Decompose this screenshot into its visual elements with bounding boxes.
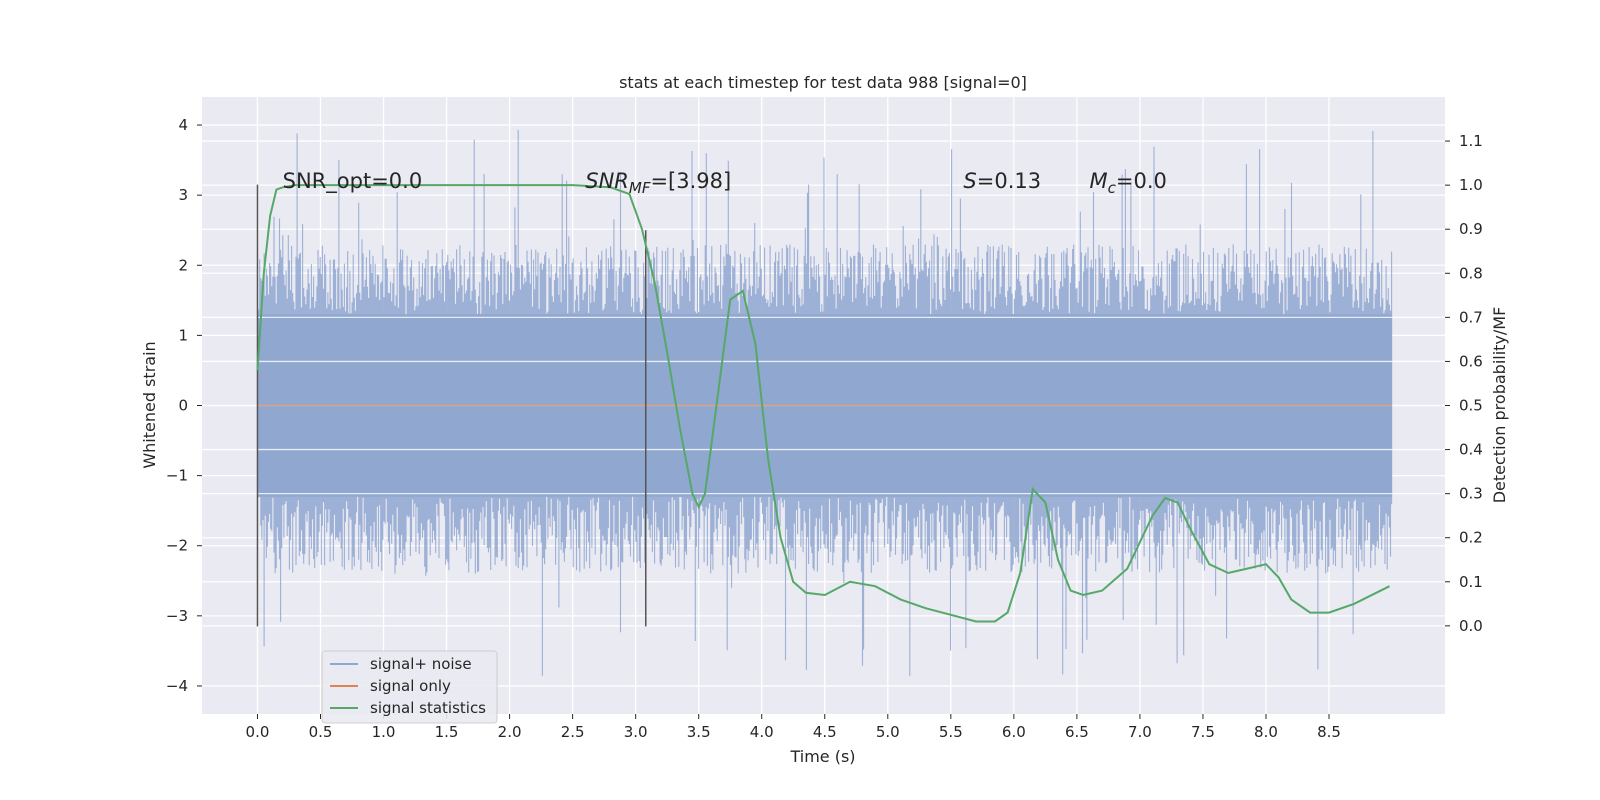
annotation: SNR_opt=0.0 [283, 169, 423, 194]
x-tick-label: 7.5 [1191, 723, 1215, 741]
annotation: Mc=0.0 [1089, 169, 1166, 197]
x-tick-label: 7.0 [1128, 723, 1152, 741]
y-tick-label-right: 0.0 [1459, 617, 1483, 635]
x-tick-label: 4.0 [750, 723, 774, 741]
y-tick-label-right: 1.1 [1459, 132, 1483, 150]
y-tick-label-right: 0.4 [1459, 441, 1483, 459]
x-tick-label: 0.5 [309, 723, 333, 741]
y-tick-label-left: 2 [178, 256, 188, 274]
annotation: SNRMF=[3.98] [585, 169, 731, 197]
x-tick-label: 1.0 [372, 723, 396, 741]
y-tick-label-right: 0.6 [1459, 352, 1483, 370]
x-tick-label: 6.0 [1002, 723, 1026, 741]
x-tick-label: 5.0 [876, 723, 900, 741]
y-tick-label-left: 1 [178, 326, 188, 344]
y-tick-label-left: −2 [166, 537, 188, 555]
x-tick-label: 4.5 [813, 723, 837, 741]
legend-label-signal-noise: signal+ noise [370, 655, 472, 673]
chart-title: stats at each timestep for test data 988… [619, 73, 1027, 92]
series-signal-statistics [256, 184, 1390, 623]
tick-labels: 0.0 0.5 1.0 1.5 2.0 2.5 3.0 3.5 4.0 4.5 5.0 5.5 6.0 6… [166, 116, 1483, 741]
y-tick-label-right: 0.5 [1459, 397, 1483, 415]
x-tick-label: 8.0 [1254, 723, 1278, 741]
y-tick-label-left: −3 [166, 607, 188, 625]
x-tick-label: 1.5 [435, 723, 459, 741]
legend: signal+ noise signal only signal statist… [321, 650, 498, 724]
y-tick-label-right: 0.2 [1459, 529, 1483, 547]
legend-box [321, 650, 498, 724]
y-tick-label-right: 1.0 [1459, 176, 1483, 194]
x-tick-label: 2.0 [498, 723, 522, 741]
x-tick-label: 5.5 [939, 723, 963, 741]
x-tick-label: 8.5 [1317, 723, 1341, 741]
y-tick-label-right: 0.8 [1459, 264, 1483, 282]
y-axis-label-left: Whitened strain [140, 341, 159, 468]
legend-label-signal-only: signal only [370, 677, 451, 695]
y-tick-label-right: 0.3 [1459, 485, 1483, 503]
x-axis-label: Time (s) [789, 747, 855, 766]
legend-label-signal-statistics: signal statistics [370, 699, 486, 717]
x-tick-label: 6.5 [1065, 723, 1089, 741]
annotation: S=0.13 [963, 169, 1041, 193]
annotations: SNR_opt=0.0 SNRMF=[3.98] S=0.13 Mc=0.0 [283, 169, 1167, 197]
y-tick-label-left: 3 [178, 186, 188, 204]
y-tick-label-left: −4 [166, 677, 188, 695]
y-tick-label-right: 0.1 [1459, 573, 1483, 591]
y-tick-label-left: 4 [178, 116, 188, 134]
y-tick-label-right: 0.9 [1459, 220, 1483, 238]
y-tick-label-left: 0 [178, 397, 188, 415]
y-tick-label-right: 0.7 [1459, 308, 1483, 326]
chart-marks [256, 184, 1393, 627]
x-tick-label: 3.0 [624, 723, 648, 741]
x-tick-label: 3.5 [687, 723, 711, 741]
x-tick-label: 0.0 [246, 723, 270, 741]
y-axis-label-right: Detection probability/MF [1490, 307, 1509, 504]
y-tick-label-left: −1 [166, 467, 188, 485]
x-tick-label: 2.5 [561, 723, 585, 741]
